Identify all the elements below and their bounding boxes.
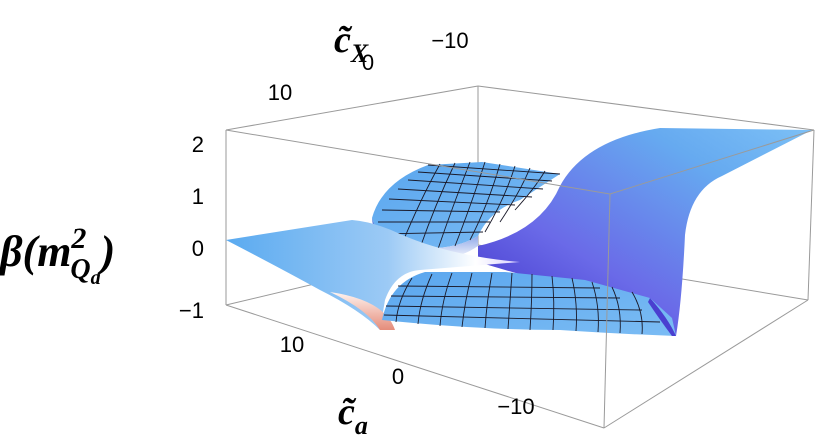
x-tick: −10 [497, 394, 534, 419]
x-axis-ticks: 10 0 −10 [280, 332, 535, 419]
z-tick: 1 [192, 184, 204, 209]
x-tick: 0 [392, 364, 404, 389]
back-plateau-mesh [378, 161, 561, 250]
front-plateau [382, 272, 676, 336]
y-tick: −10 [431, 28, 468, 53]
z-axis-ticks: 2 1 0 −1 [179, 132, 204, 323]
y-axis-ticks: 10 0 −10 [268, 28, 469, 105]
x-tick: 10 [280, 332, 304, 357]
y-tick: 0 [362, 50, 374, 75]
x-axis-label: c̃a [338, 391, 368, 440]
y-axis-label: c̃X [334, 19, 369, 68]
left-sheet [226, 220, 520, 330]
bounding-box-front [225, 129, 815, 429]
back-plateau [372, 161, 561, 261]
z-axis-label: β(m2 Qa) [0, 222, 115, 289]
z-tick: 2 [192, 132, 204, 157]
y-tick: 10 [268, 80, 292, 105]
front-plateau-mesh [383, 272, 661, 335]
z-tick: −1 [179, 298, 204, 323]
z-tick: 0 [192, 236, 204, 261]
